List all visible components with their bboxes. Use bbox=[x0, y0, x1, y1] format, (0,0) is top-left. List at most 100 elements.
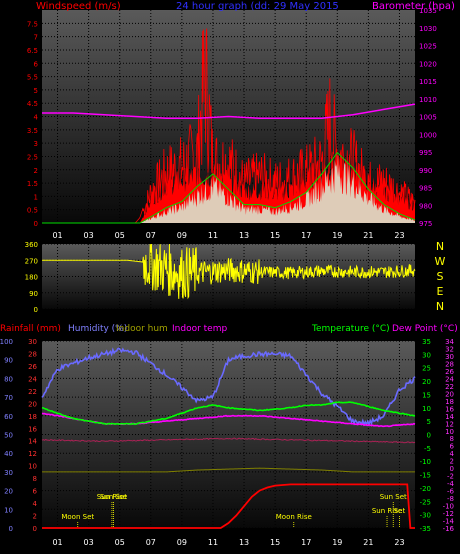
hour-tick-label-top: 21 bbox=[363, 231, 373, 240]
temp-axis-tick: -15 bbox=[420, 472, 431, 480]
event-label: Sun Set bbox=[380, 493, 407, 501]
dewpoint-axis-tick: -14 bbox=[443, 518, 455, 526]
barometer-axis-tick: 1035 bbox=[419, 7, 437, 15]
event-label: Sun Rise bbox=[97, 493, 127, 501]
wind-axis-tick: 2 bbox=[34, 167, 38, 175]
hour-tick-label-bottom: 21 bbox=[363, 538, 373, 547]
hour-tick-label-top: 05 bbox=[115, 231, 125, 240]
hour-tick-label-top: 23 bbox=[394, 231, 404, 240]
wind-axis-tick: 3.5 bbox=[27, 127, 38, 135]
hour-tick-label-top: 01 bbox=[52, 231, 62, 240]
barometer-axis-tick: 1005 bbox=[419, 114, 437, 122]
wind-axis-tick: 5 bbox=[34, 87, 38, 95]
hour-tick-label-bottom: 23 bbox=[394, 538, 404, 547]
dewpoint-axis-tick: 6 bbox=[450, 443, 455, 451]
temp-axis-tick: 25 bbox=[422, 365, 431, 373]
indoor-temp-line bbox=[41, 437, 416, 444]
wind-axis-tick: 4 bbox=[34, 114, 39, 122]
wind-axis-tick: 0.5 bbox=[27, 207, 38, 215]
dewpoint-axis-tick: 24 bbox=[445, 375, 454, 383]
temp-axis-tick: 35 bbox=[422, 338, 431, 346]
barometer-axis-tick: 995 bbox=[419, 149, 432, 157]
hour-tick-label-top: 19 bbox=[332, 231, 342, 240]
dewpoint-axis-tick: -12 bbox=[443, 510, 454, 518]
temperature-title: Temperature (°C) bbox=[311, 324, 390, 334]
hour-tick-label-top: 09 bbox=[177, 231, 187, 240]
wind-axis-tick: 2.5 bbox=[27, 153, 38, 161]
dewpoint-axis-tick: 10 bbox=[445, 428, 454, 436]
windspeed-title: Windspeed (m/s) bbox=[36, 1, 121, 12]
dewpoint-axis-tick: 4 bbox=[450, 450, 455, 458]
rain-axis-tick: 30 bbox=[28, 338, 37, 346]
rain-axis-tick: 4 bbox=[33, 500, 38, 508]
barometer-axis-tick: 980 bbox=[419, 202, 432, 210]
hour-tick-label-top: 17 bbox=[301, 231, 311, 240]
barometer-axis-tick: 1030 bbox=[419, 25, 437, 33]
dewpoint-axis-tick: -8 bbox=[447, 495, 454, 503]
barometer-title: Barometer (hpa) bbox=[372, 1, 455, 12]
dewpoint-axis-tick: 16 bbox=[445, 405, 454, 413]
humidity-axis-tick: 40 bbox=[4, 450, 13, 458]
dewpoint-axis-tick: 32 bbox=[445, 345, 454, 353]
direction-axis-tick: 360 bbox=[25, 241, 38, 249]
rain-axis-tick: 26 bbox=[28, 363, 37, 371]
rain-axis-tick: 28 bbox=[28, 350, 37, 358]
rain-axis-tick: 18 bbox=[28, 413, 37, 421]
rainfall-line bbox=[42, 483, 415, 529]
humidity-axis-tick: 50 bbox=[4, 432, 13, 440]
barometer-axis-tick: 990 bbox=[419, 167, 432, 175]
hour-tick-label-top: 15 bbox=[270, 231, 280, 240]
rain-axis-tick: 8 bbox=[33, 475, 37, 483]
rain-axis-tick: 14 bbox=[28, 438, 37, 446]
rain-axis-tick: 24 bbox=[28, 375, 37, 383]
dewpoint-axis-tick: 28 bbox=[445, 360, 454, 368]
humidity-axis-tick: 80 bbox=[4, 375, 13, 383]
wind-direction-line bbox=[42, 243, 416, 300]
humidity-axis-tick: 90 bbox=[4, 357, 13, 365]
graph-title: 24 hour graph (dd: 29 May 2015 bbox=[176, 1, 339, 12]
rain-axis-tick: 20 bbox=[28, 400, 37, 408]
dewpoint-axis-tick: 22 bbox=[445, 383, 454, 391]
temp-axis-tick: -35 bbox=[420, 525, 431, 533]
rain-axis-tick: 2 bbox=[33, 513, 37, 521]
barometer-axis-tick: 1010 bbox=[419, 96, 437, 104]
rain-axis-tick: 22 bbox=[28, 388, 37, 396]
hour-tick-label-bottom: 05 bbox=[115, 538, 125, 547]
humidity-axis-tick: 20 bbox=[4, 488, 13, 496]
barometer-axis-tick: 1025 bbox=[419, 43, 437, 51]
wind-axis-tick: 5.5 bbox=[27, 74, 38, 82]
wind-axis-tick: 6 bbox=[34, 60, 39, 68]
humidity-axis-tick: 10 bbox=[4, 506, 13, 514]
hour-tick-label-bottom: 09 bbox=[177, 538, 187, 547]
temp-axis-tick: 20 bbox=[422, 378, 431, 386]
humidity-axis-tick: 0 bbox=[9, 525, 13, 533]
indoor-hum-title: Indoor hum bbox=[116, 324, 168, 334]
compass-letter-n: N bbox=[436, 240, 444, 253]
rain-axis-tick: 6 bbox=[33, 488, 38, 496]
indoor-humidity-line bbox=[42, 467, 415, 473]
barometer-axis-tick: 985 bbox=[419, 185, 432, 193]
humidity-axis-tick: 30 bbox=[4, 469, 13, 477]
temp-axis-tick: -10 bbox=[420, 458, 431, 466]
compass-letter-w: W bbox=[435, 255, 446, 268]
direction-axis-tick: 270 bbox=[25, 257, 38, 265]
event-label: Moon Set bbox=[61, 513, 94, 521]
dewpoint-axis-tick: -10 bbox=[443, 503, 454, 511]
hour-tick-label-bottom: 17 bbox=[301, 538, 311, 547]
rainfall-title: Rainfall (mm) bbox=[0, 324, 61, 334]
hour-tick-label-bottom: 07 bbox=[146, 538, 156, 547]
rain-axis-tick: 10 bbox=[28, 463, 37, 471]
wind-axis-tick: 4.5 bbox=[27, 100, 38, 108]
temp-axis-tick: 10 bbox=[422, 405, 431, 413]
rain-axis-tick: 12 bbox=[28, 450, 37, 458]
compass-letter-s: S bbox=[437, 270, 444, 283]
direction-axis-tick: 180 bbox=[25, 274, 38, 282]
wind-axis-tick: 7 bbox=[34, 34, 38, 42]
rain-axis-tick: 16 bbox=[28, 425, 37, 433]
dewpoint-axis-tick: 20 bbox=[445, 390, 454, 398]
temp-axis-tick: 30 bbox=[422, 351, 431, 359]
temperature-line bbox=[41, 401, 416, 426]
temp-axis-tick: -30 bbox=[420, 512, 431, 520]
